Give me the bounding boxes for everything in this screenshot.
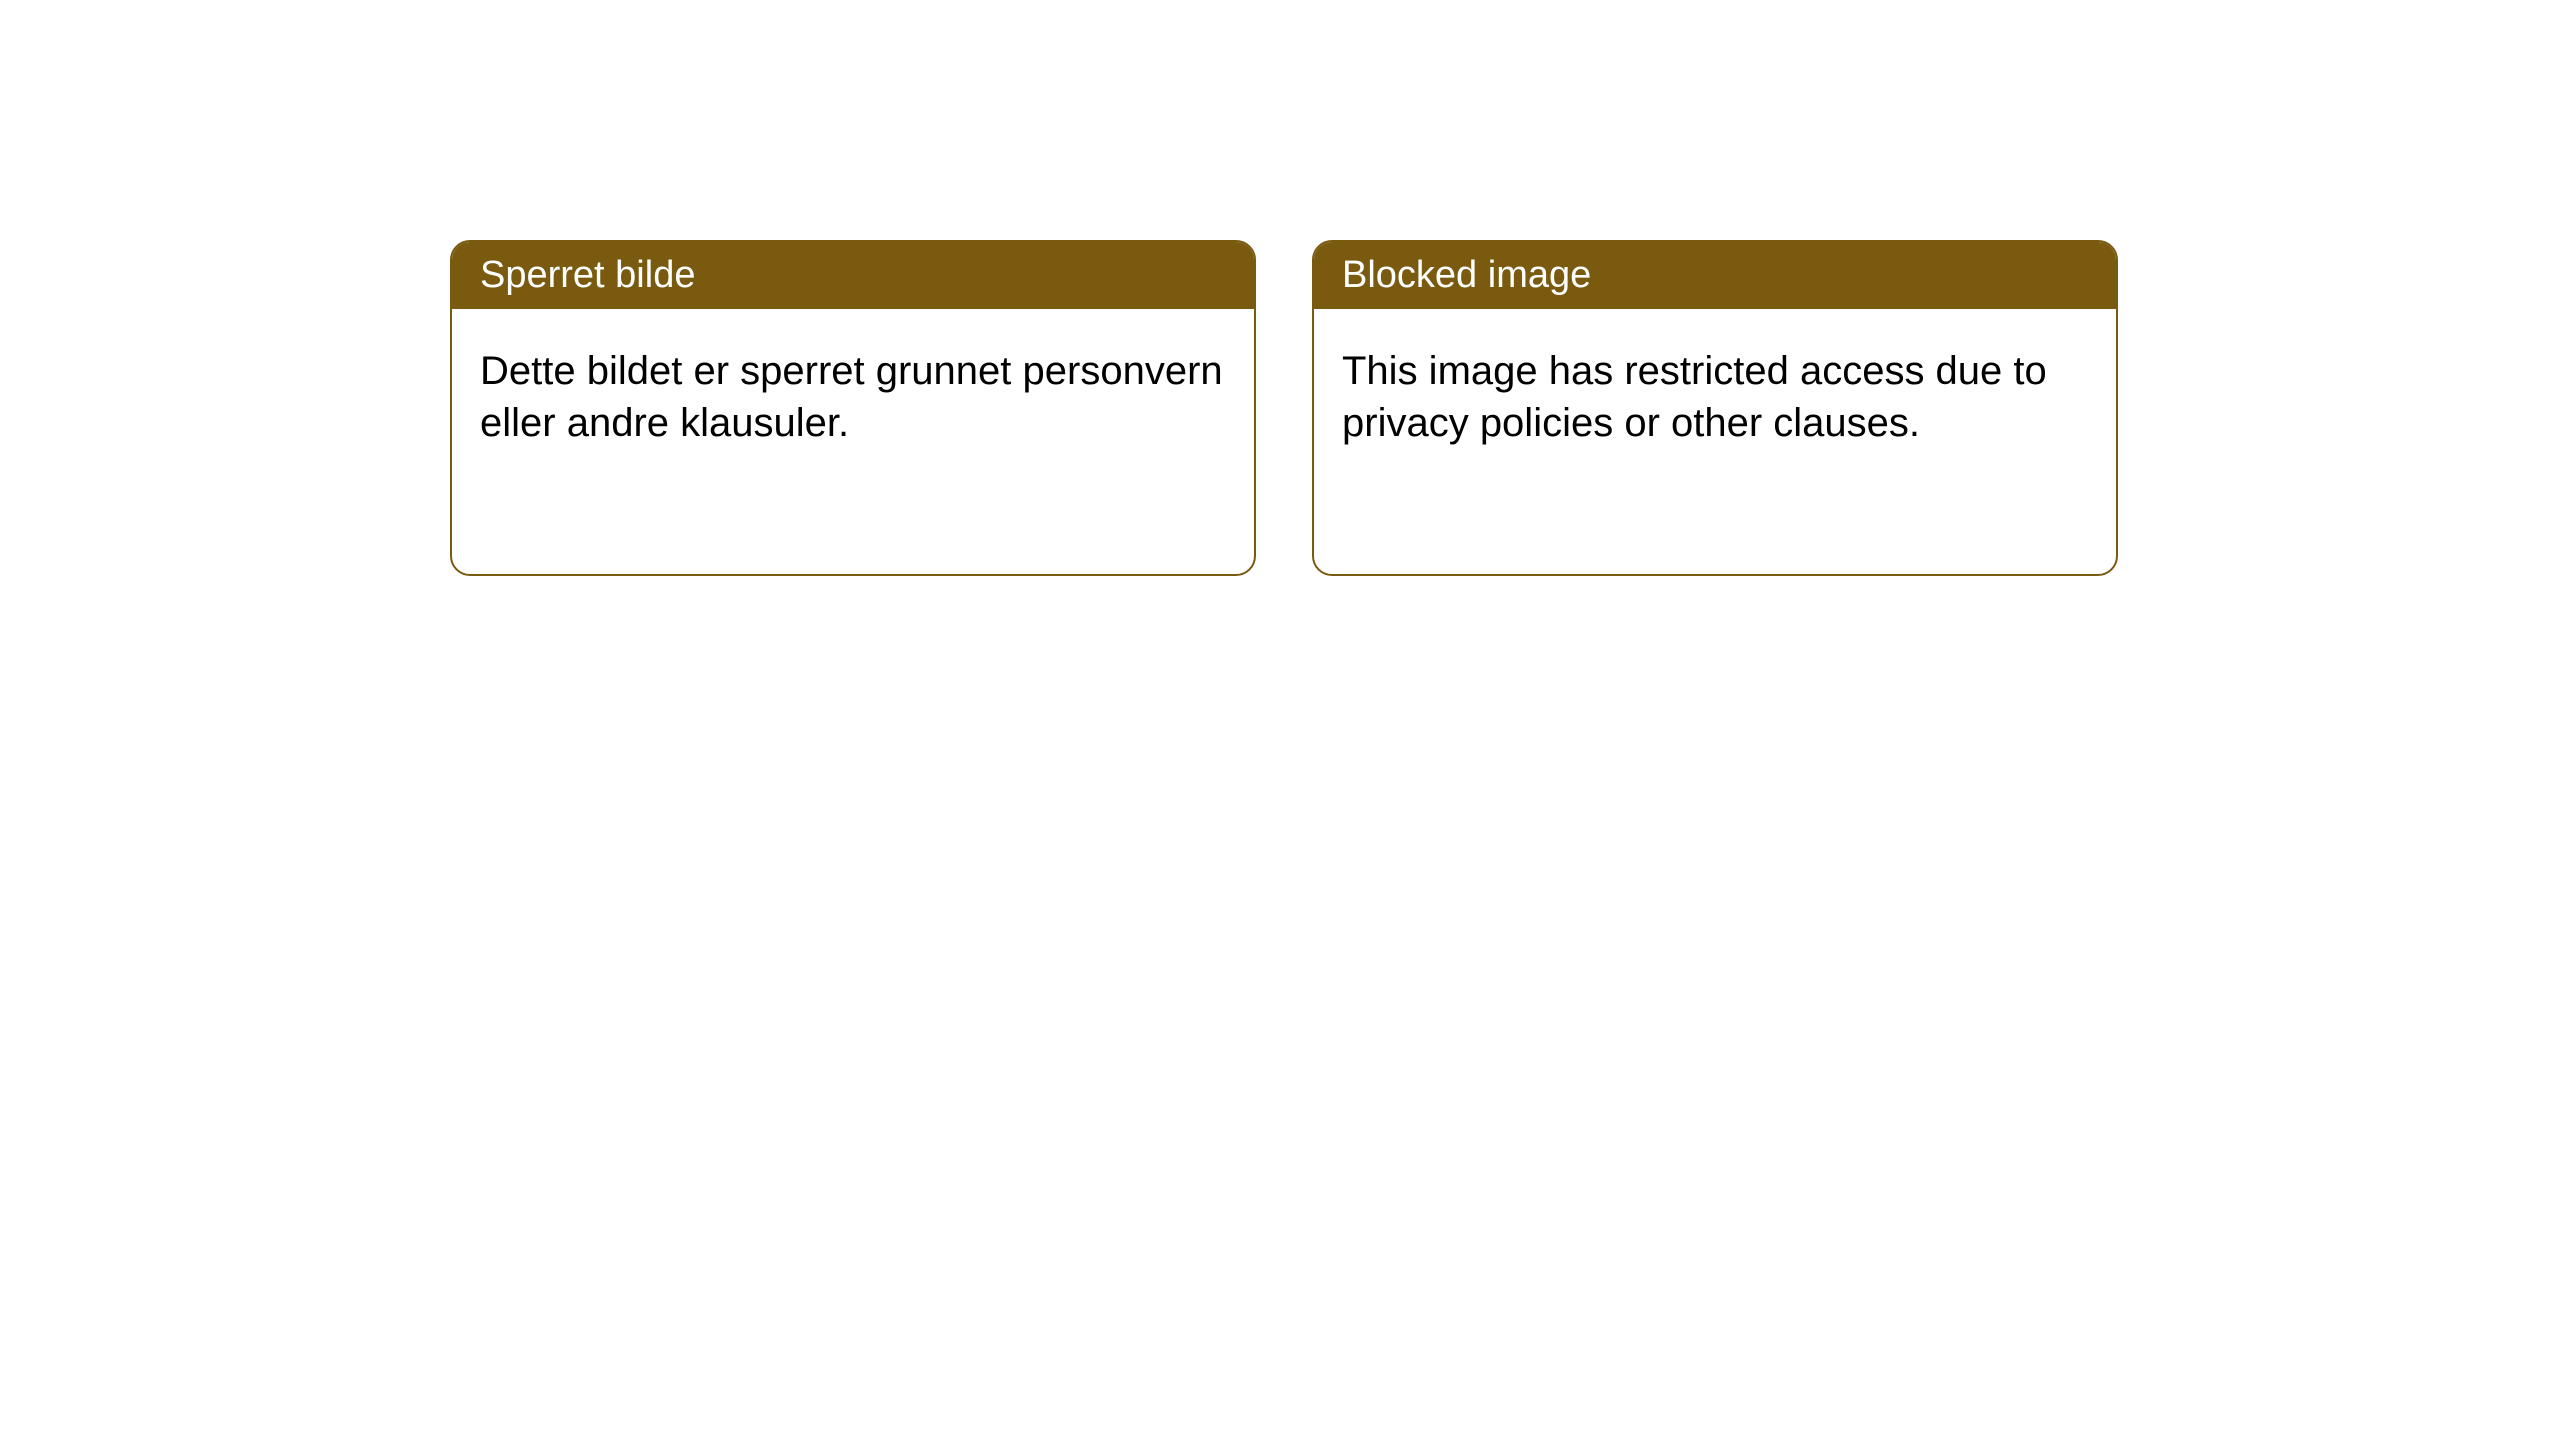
notice-body-norwegian: Dette bildet er sperret grunnet personve… (452, 309, 1254, 485)
notice-container: Sperret bilde Dette bildet er sperret gr… (0, 0, 2560, 576)
notice-header-english: Blocked image (1314, 242, 2116, 309)
notice-header-norwegian: Sperret bilde (452, 242, 1254, 309)
notice-box-norwegian: Sperret bilde Dette bildet er sperret gr… (450, 240, 1256, 576)
notice-box-english: Blocked image This image has restricted … (1312, 240, 2118, 576)
notice-body-english: This image has restricted access due to … (1314, 309, 2116, 485)
